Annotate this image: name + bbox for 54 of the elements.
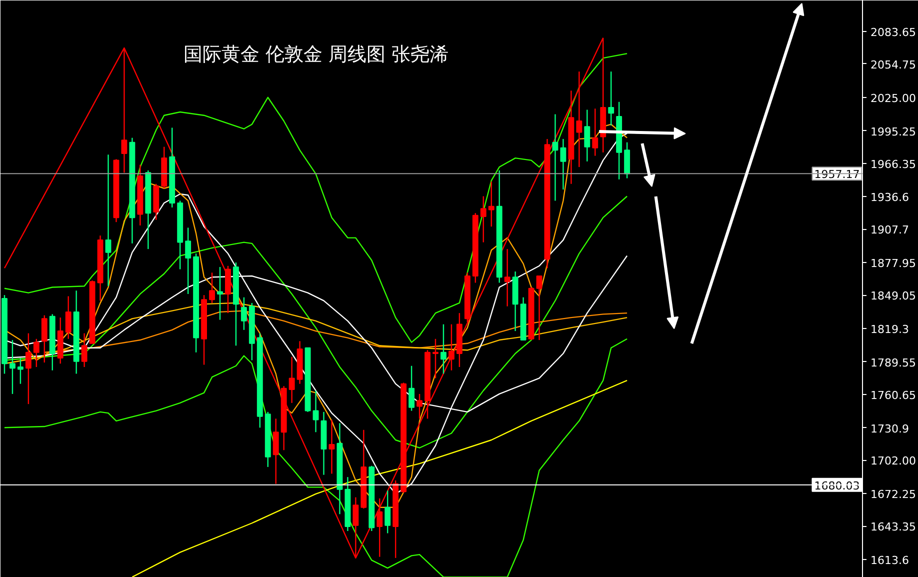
y-tick-label: 1936.6 [870,191,909,204]
candlestick [328,419,335,474]
candlestick [240,296,247,331]
candlestick [272,418,279,484]
candlestick [432,338,438,379]
y-tick-label: 1907.7 [870,224,909,237]
candlestick [217,266,223,320]
candlestick [624,142,630,179]
candlestick [288,356,295,404]
candlestick [584,109,590,162]
y-tick-label: 1819.3 [870,322,909,336]
candlestick [105,154,112,287]
y-tick-label: 2083.65 [870,26,916,40]
candlestick [416,393,422,420]
candlestick [41,314,48,364]
line-series [4,338,628,577]
candlestick [25,332,32,405]
candlestick [81,332,88,368]
candlestick [185,227,192,295]
candlestick [209,272,215,304]
y-tick-label: 1849.05 [870,290,916,303]
candlestick [480,196,486,243]
y-tick-label: 1672.25 [870,488,916,502]
candlestick [576,70,582,168]
candlestick [10,339,16,395]
candlestick [560,138,566,190]
y-tick-label: 1877.95 [870,257,916,270]
y-tick-label: 1613.6 [870,554,909,568]
y-tick-label: 1789.55 [870,356,916,370]
candlestick [17,357,24,384]
candlestick [608,70,614,126]
candlestick [488,181,494,228]
candlestick [65,296,72,340]
y-tick-label: 1702.00 [870,454,916,468]
candlestick [312,390,319,433]
candlestick [121,47,128,174]
candlestick [552,114,558,202]
y-tick-label: 2025.00 [870,92,916,105]
y-tick-label: 1995.25 [870,125,916,138]
y-tick-label: 1730.9 [870,422,909,436]
candlestick [592,108,598,156]
candlestick [504,248,510,307]
candlestick [440,324,446,374]
y-tick-label: 1643.35 [870,520,916,534]
line-series [132,380,628,577]
y-tick-label: 1966.35 [870,158,916,171]
text: 国际黄金 伦敦金 周线图 张尧浠 [184,44,449,66]
y-tick-label: 2054.75 [870,58,916,72]
y-tick-label: 1760.65 [870,388,916,402]
candlestick [536,275,542,341]
candlestick [384,490,391,534]
candlestick [408,365,415,412]
candlestick [33,338,40,368]
candlestick [448,324,454,371]
